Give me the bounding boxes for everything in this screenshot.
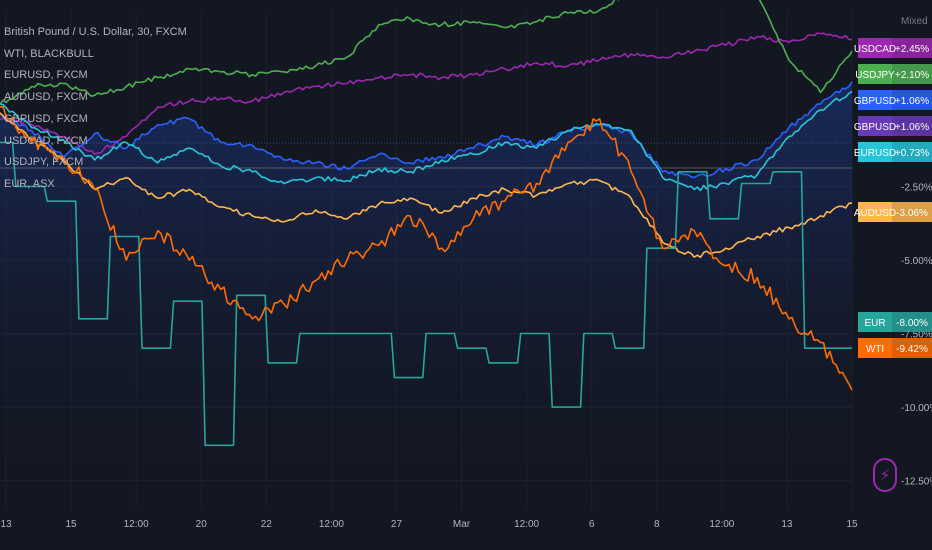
price-label-value-box xyxy=(892,142,932,162)
x-tick-label: 15 xyxy=(66,519,78,530)
price-label-value: -3.06% xyxy=(896,208,928,219)
series-line-gbpusd xyxy=(0,81,853,179)
price-label-wti: WTI -9.42% xyxy=(858,338,932,358)
legend-item[interactable]: EUR, ASX xyxy=(4,177,55,190)
price-label-value: +2.45% xyxy=(895,44,929,55)
price-label-name: AUDUSD xyxy=(854,208,896,219)
legend-item[interactable]: EURUSD, FXCM xyxy=(4,69,88,82)
x-tick-label: 12:00 xyxy=(319,519,344,530)
series-price-labels: USDCAD+2.45%USDJPY +2.10%GBPUSD+1.06%GBPU… xyxy=(854,38,932,358)
price-label-name: GBPUSD xyxy=(854,96,896,107)
price-label-name: GBPUSD xyxy=(854,122,896,133)
price-label-name: WTI xyxy=(866,344,884,355)
price-label-value-box xyxy=(892,116,932,136)
y-axis: -2.50% -5.00% -7.50% -10.00% -12.50% xyxy=(901,182,932,487)
price-label-name-box xyxy=(858,116,892,136)
price-label-value-box xyxy=(892,38,932,58)
price-label-name: USDCAD xyxy=(854,44,896,55)
legend-item[interactable]: USDCAD, FXCM xyxy=(4,134,88,147)
price-label-value: +1.06% xyxy=(895,96,929,107)
y-tick-label: -7.50% xyxy=(901,330,932,341)
x-tick-label: 6 xyxy=(589,519,595,530)
price-label-value-box xyxy=(892,64,932,84)
price-label-name-box xyxy=(858,202,892,222)
x-axis: 13 15 12:00 20 22 12:00 27 Mar 12:00 6 8 12:00 13 15 xyxy=(0,519,858,530)
legend-item[interactable]: WTI, BLACKBULL xyxy=(4,47,94,60)
price-label-eurusd: EURUSD+0.73% xyxy=(854,142,932,162)
price-label-audusd: AUDUSD -3.06% xyxy=(854,202,932,222)
x-tick-label: 27 xyxy=(391,519,403,530)
series-line-eurusd xyxy=(0,90,853,192)
price-label-value: -8.00% xyxy=(896,318,928,329)
y-tick-label: -5.00% xyxy=(901,256,932,267)
price-label-value: +0.73% xyxy=(895,148,929,159)
series-line-audusd xyxy=(0,112,853,259)
x-tick-label: 13 xyxy=(0,519,12,530)
x-tick-label: 22 xyxy=(261,519,273,530)
scale-mode-label[interactable]: Mixed xyxy=(901,16,928,27)
series-line-eur xyxy=(0,141,852,447)
price-label-value-box xyxy=(892,202,932,222)
x-tick-label: 13 xyxy=(781,519,793,530)
price-label-gbpusd: GBPUSD+1.06% xyxy=(854,90,932,110)
series-line-wti xyxy=(0,105,853,391)
x-tick-label: Mar xyxy=(453,519,471,530)
legend-item[interactable]: USDJPY, FXCM xyxy=(4,156,84,169)
x-tick-label: 8 xyxy=(654,519,660,530)
x-tick-label: 20 xyxy=(196,519,208,530)
y-tick-label: -12.50% xyxy=(901,477,932,488)
x-tick-label: 12:00 xyxy=(514,519,539,530)
price-label-value: +1.06% xyxy=(895,122,929,133)
y-tick-label: -2.50% xyxy=(901,182,932,193)
series-line-usdcad xyxy=(0,32,853,155)
price-label-name-box xyxy=(858,90,892,110)
price-label-name: EURUSD xyxy=(854,148,896,159)
series-lines xyxy=(0,0,853,447)
lightning-icon[interactable]: ⚡ xyxy=(873,458,897,492)
legend-item[interactable]: British Pound / U.S. Dollar, 30, FXCM xyxy=(4,26,187,38)
price-label-name-box xyxy=(858,38,892,58)
price-label-eur: EUR -8.00% xyxy=(858,312,932,332)
legend-item[interactable]: AUDUSD, FXCM xyxy=(4,91,88,104)
price-label-value-box xyxy=(892,312,932,332)
price-label-value: +2.10% xyxy=(895,70,929,81)
x-tick-label: 12:00 xyxy=(124,519,149,530)
price-label-name: USDJPY xyxy=(855,70,895,81)
price-label-gbpusd: GBPUSD+1.06% xyxy=(854,116,932,136)
series-line-usdjpy xyxy=(0,0,853,105)
price-label-usdcad: USDCAD+2.45% xyxy=(854,38,932,58)
price-label-usdjpy: USDJPY +2.10% xyxy=(855,64,932,84)
price-label-value-box xyxy=(892,90,932,110)
price-label-name-box xyxy=(858,312,892,332)
price-label-value: -9.42% xyxy=(896,344,928,355)
legend: British Pound / U.S. Dollar, 30, FXCM WT… xyxy=(4,22,187,196)
y-tick-label: -10.00% xyxy=(901,403,932,414)
x-tick-label: 15 xyxy=(846,519,858,530)
price-label-name-box xyxy=(858,64,892,84)
price-label-value-box xyxy=(892,338,932,358)
legend-item[interactable]: GBPUSD, FXCM xyxy=(4,112,88,125)
price-label-name-box xyxy=(858,338,892,358)
price-label-name-box xyxy=(858,142,892,162)
x-tick-label: 12:00 xyxy=(709,519,734,530)
price-label-name: EUR xyxy=(864,318,885,329)
